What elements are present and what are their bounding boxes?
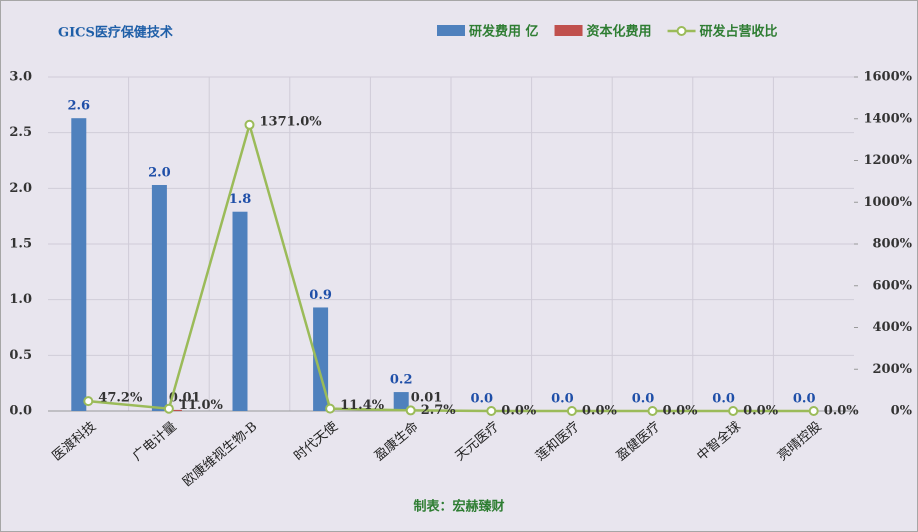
line-marker [728,406,739,416]
y-tick-label: 0.0 [9,404,32,419]
bar [393,392,409,411]
y-tick-label: 2.5 [9,125,32,140]
line-marker [808,406,819,416]
line-marker [566,406,577,416]
legend-swatch [676,26,687,36]
y-tick-label: 2.0 [9,181,32,196]
line-value-label: 0.0% [824,404,860,419]
y2-tick-label: 200% [873,362,913,377]
legend-swatch [554,25,583,36]
bar-value-label: 0.01 [411,390,443,405]
y2-tick-label: 1400% [863,111,912,126]
line-value-label: 1371.0% [260,114,323,129]
line-value-label: 2.7% [421,403,457,418]
bar-value-label: 0.0 [551,392,574,407]
legend-label: 研发费用 亿 [469,24,539,40]
line-marker [244,119,255,130]
line-value-label: 11.4% [340,398,385,413]
line-marker [486,406,497,416]
line-value-label: 11.0% [179,398,224,413]
legend-swatch [437,25,465,36]
bar-value-label: 0.9 [309,288,332,303]
line-marker [325,403,336,414]
bar-value-label: 0.0 [632,392,655,407]
line-marker [163,403,174,414]
bar [151,184,167,411]
y2-tick-label: 600% [873,278,913,293]
y-tick-label: 0.5 [9,348,32,363]
bar [71,118,87,412]
y-tick-label: 1.0 [9,292,32,307]
legend-label: 资本化费用 [587,24,652,40]
bar-value-label: 0.2 [390,373,413,388]
bar-value-label: 2.6 [67,99,90,114]
line-value-label: 0.0% [743,404,779,419]
footer: 制表：宏赫臻财 [413,499,504,515]
bar [232,211,248,411]
line-value-label: 0.0% [663,404,699,419]
line-marker [647,406,658,416]
line [88,120,814,413]
line-value-label: 47.2% [98,391,143,406]
legend-label: 研发占营收比 [700,24,778,40]
y2-tick-label: 1000% [863,195,912,210]
y2-tick-label: 400% [873,320,913,335]
y2-tick-label: 800% [873,237,913,252]
chart-title: GICS医疗保健技术 [58,25,173,41]
y2-tick-label: 0% [891,404,913,419]
line-marker [83,396,94,407]
y2-tick-label: 1200% [863,153,912,168]
bar [166,409,182,411]
bar-value-label: 2.0 [148,165,171,180]
bar-value-label: 0.01 [169,390,201,405]
bar-value-label: 0.0 [793,392,816,407]
y-tick-label: 1.5 [9,237,32,252]
bar-value-label: 1.8 [229,192,252,207]
bar-value-label: 0.0 [712,392,735,407]
line-value-label: 0.0% [582,404,618,419]
line-marker [405,405,416,416]
y2-tick-label: 1600% [863,70,912,85]
line-value-label: 0.0% [501,404,537,419]
y-tick-label: 3.0 [9,70,32,85]
bar-value-label: 0.0 [470,392,493,407]
